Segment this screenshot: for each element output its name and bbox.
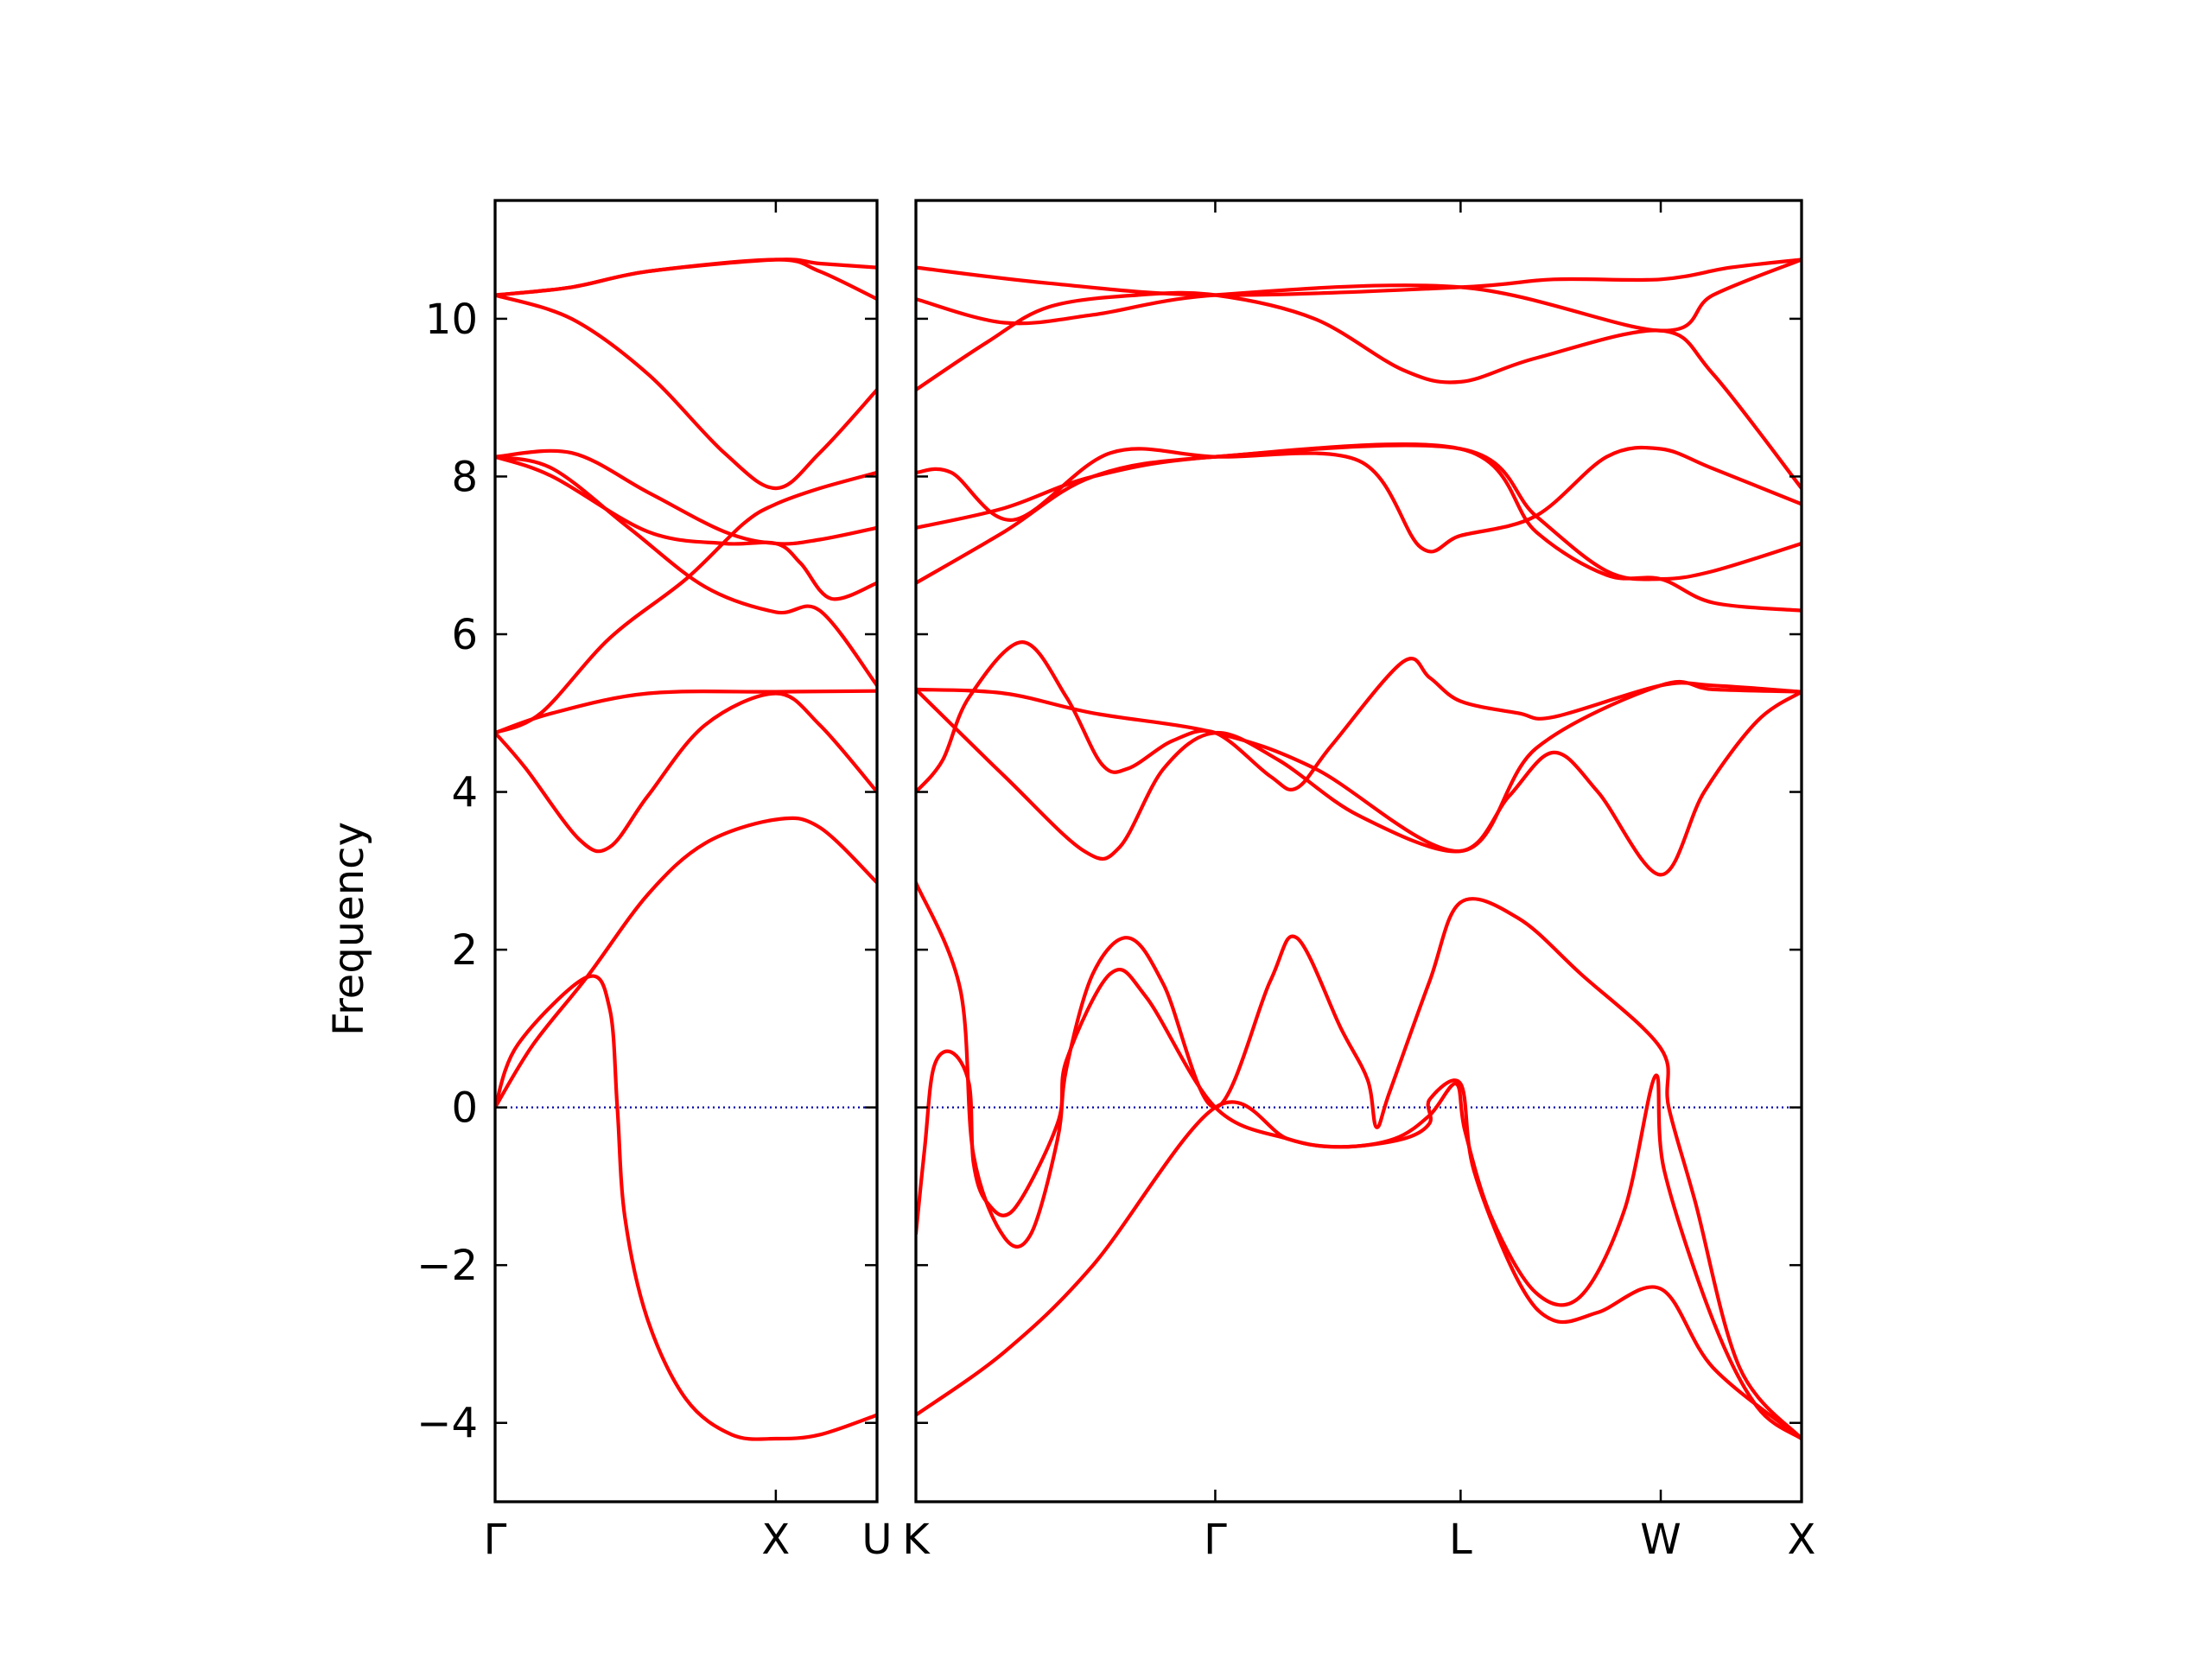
- band-line-panel2-1: [916, 1073, 1802, 1441]
- x-tick-label-L: L: [1449, 1516, 1472, 1564]
- panel-2-frame: [914, 199, 1803, 1503]
- y-tick-label: 6: [451, 611, 478, 659]
- band-line-panel1-6: [495, 454, 877, 688]
- x-tick-label-Γ: Γ: [1204, 1516, 1227, 1564]
- band-line-panel1-4: [495, 470, 877, 735]
- x-tick-label-K: K: [902, 1516, 931, 1564]
- band-line-panel2-3: [916, 880, 1802, 1441]
- band-line-panel2-11: [916, 257, 1802, 333]
- y-tick-label: 8: [451, 453, 478, 501]
- band-line-panel2-6: [916, 680, 1802, 854]
- band-line-panel2-12: [916, 257, 1802, 297]
- y-tick-label: −4: [416, 1400, 478, 1448]
- y-axis-label: Frequency: [325, 822, 373, 1036]
- x-tick-label-W: W: [1640, 1516, 1681, 1564]
- plot-layer: [495, 257, 1802, 1441]
- band-line-panel1-9: [495, 293, 877, 491]
- y-tick-label: −2: [416, 1242, 478, 1290]
- y-tick-label: 0: [451, 1084, 478, 1133]
- band-line-panel1-5: [495, 689, 877, 735]
- panel-1-frame: [493, 199, 879, 1503]
- panel-1-plot: [495, 257, 877, 1441]
- x-tick-label-X: X: [1788, 1516, 1816, 1564]
- band-line-panel2-4: [916, 640, 1802, 794]
- tick-layer: [493, 199, 1803, 1503]
- band-line-panel2-8: [916, 442, 1802, 613]
- x-tick-label-X: X: [761, 1516, 790, 1564]
- band-line-panel2-10: [916, 290, 1802, 491]
- band-line-panel1-11: [495, 257, 877, 302]
- band-line-panel2-2: [916, 967, 1802, 1441]
- x-tick-label-Γ: Γ: [484, 1516, 507, 1564]
- band-line-panel1-3: [495, 691, 877, 854]
- panel-2-plot: [916, 257, 1802, 1441]
- band-line-panel1-1: [495, 974, 877, 1441]
- label-layer: Frequency Γ X U K Γ L W X −4 −2 0 2 4 6 8 10: [325, 296, 1815, 1564]
- band-line-panel2-9: [916, 445, 1802, 554]
- band-line-panel2-7: [916, 443, 1802, 585]
- y-tick-label: 2: [451, 926, 478, 975]
- y-tick-label: 10: [425, 296, 478, 344]
- band-line-panel1-7: [495, 448, 877, 546]
- band-line-panel2-5: [916, 687, 1802, 877]
- y-tick-label: 4: [451, 769, 478, 817]
- band-line-panel1-2: [495, 816, 877, 1109]
- band-line-panel1-8: [495, 454, 877, 601]
- x-tick-label-U: U: [861, 1516, 892, 1564]
